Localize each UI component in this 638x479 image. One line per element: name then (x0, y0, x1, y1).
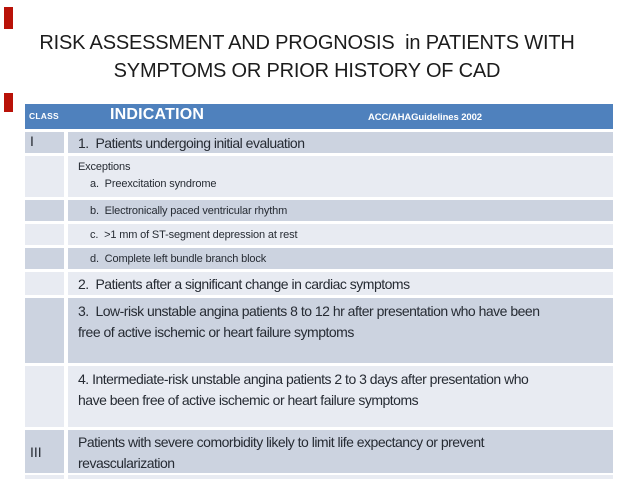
indication-text: 3. Low-risk unstable angina patients 8 t… (78, 303, 540, 319)
indication-text: revascularization (78, 455, 175, 471)
indication-cell: 3. Low-risk unstable angina patients 8 t… (68, 298, 613, 363)
indication-cell: d. Complete left bundle branch block (68, 248, 613, 269)
class-cell (25, 272, 64, 295)
indication-text: b. Electronically paced ventricular rhyt… (90, 205, 288, 217)
class-label: III (30, 443, 42, 460)
class-cell (25, 366, 64, 427)
table-row: 4. Intermediate-risk unstable angina pat… (25, 366, 613, 427)
indication-cell: 1. Patients undergoing initial evaluatio… (68, 132, 613, 153)
class-cell (25, 248, 64, 269)
class-column-header: CLASS (29, 111, 59, 121)
indication-text: c. >1 mm of ST-segment depression at res… (90, 229, 298, 241)
indication-text: d. Complete left bundle branch block (90, 253, 267, 265)
indication-text: free of active ischemic or heart failure… (78, 324, 354, 340)
class-cell (25, 224, 64, 245)
red-marker-top-icon (4, 7, 13, 29)
table-row: d. Complete left bundle branch block (25, 248, 613, 269)
class-cell (25, 156, 64, 197)
indication-text: 2. Patients after a significant change i… (78, 276, 410, 292)
indication-text: 4. Intermediate-risk unstable angina pat… (78, 371, 529, 387)
indication-cell: b. Electronically paced ventricular rhyt… (68, 200, 613, 221)
table-row-partial (25, 475, 613, 479)
table-row: III Patients with severe comorbidity lik… (25, 430, 613, 473)
indication-text: have been free of active ischemic or hea… (78, 392, 419, 408)
table-row: c. >1 mm of ST-segment depression at res… (25, 224, 613, 245)
indication-text: Patients with severe comorbidity likely … (78, 434, 485, 450)
table-header-row: CLASS INDICATION ACC/AHAGuidelines 2002 (25, 104, 613, 129)
class-label: I (30, 133, 34, 149)
table-body: I 1. Patients undergoing initial evaluat… (25, 132, 613, 479)
class-cell (25, 200, 64, 221)
table-row: Exceptions a. Preexcitation syndrome (25, 156, 613, 197)
indication-text: 1. Patients undergoing initial evaluatio… (78, 135, 305, 151)
class-cell (25, 475, 64, 479)
indication-text: a. Preexcitation syndrome (90, 178, 217, 190)
indication-cell: Patients with severe comorbidity likely … (68, 430, 613, 473)
indication-cell: 2. Patients after a significant change i… (68, 272, 613, 295)
table-row: 2. Patients after a significant change i… (25, 272, 613, 295)
red-marker-side-icon (4, 93, 13, 112)
indication-text: Exceptions (78, 161, 131, 173)
indication-column-header: INDICATION (110, 106, 205, 123)
table-row: I 1. Patients undergoing initial evaluat… (25, 132, 613, 153)
class-cell: III (25, 430, 64, 473)
indications-table: CLASS INDICATION ACC/AHAGuidelines 2002 … (25, 104, 613, 479)
slide-title: RISK ASSESSMENT AND PROGNOSIS in PATIENT… (39, 32, 575, 82)
table-row: 3. Low-risk unstable angina patients 8 t… (25, 298, 613, 363)
table-row: b. Electronically paced ventricular rhyt… (25, 200, 613, 221)
indication-cell: c. >1 mm of ST-segment depression at res… (68, 224, 613, 245)
class-cell: I (25, 132, 64, 153)
indication-cell: 4. Intermediate-risk unstable angina pat… (68, 366, 613, 427)
indication-cell: Exceptions a. Preexcitation syndrome (68, 156, 613, 197)
guidelines-source-label: ACC/AHAGuidelines 2002 (368, 112, 482, 123)
indication-cell (68, 475, 613, 479)
class-cell (25, 298, 64, 363)
